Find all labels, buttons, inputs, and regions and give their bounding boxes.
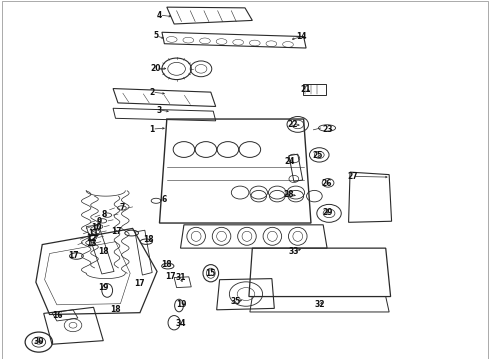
- Text: 18: 18: [110, 305, 121, 314]
- Text: 16: 16: [52, 311, 63, 320]
- Text: 19: 19: [176, 300, 187, 309]
- Text: 30: 30: [33, 337, 44, 346]
- Text: 8: 8: [101, 210, 107, 219]
- Text: 5: 5: [153, 31, 159, 40]
- Text: 15: 15: [206, 269, 216, 278]
- Text: 21: 21: [301, 85, 311, 94]
- Text: 33: 33: [289, 247, 299, 256]
- Text: 22: 22: [288, 120, 298, 129]
- Text: 3: 3: [157, 105, 162, 114]
- Text: 17: 17: [135, 279, 145, 288]
- Text: 29: 29: [323, 208, 333, 217]
- Text: 20: 20: [151, 64, 161, 73]
- Text: 19: 19: [98, 283, 109, 292]
- Text: 17: 17: [68, 251, 78, 260]
- Text: 18: 18: [143, 235, 153, 244]
- Text: 13: 13: [86, 239, 97, 248]
- Text: 34: 34: [175, 319, 186, 328]
- Text: 6: 6: [161, 195, 167, 204]
- Text: 12: 12: [86, 234, 97, 243]
- Text: 27: 27: [347, 172, 358, 181]
- Text: 24: 24: [285, 157, 295, 166]
- Text: 17: 17: [166, 272, 176, 281]
- Text: 18: 18: [98, 247, 109, 256]
- Text: 23: 23: [323, 125, 333, 134]
- Text: 17: 17: [111, 228, 122, 237]
- Text: 4: 4: [157, 10, 162, 19]
- Text: 32: 32: [315, 300, 325, 309]
- Text: 18: 18: [162, 260, 172, 269]
- Text: 31: 31: [175, 273, 186, 282]
- Text: 35: 35: [230, 297, 241, 306]
- Text: 7: 7: [119, 203, 124, 212]
- Text: 26: 26: [322, 179, 332, 188]
- Text: 11: 11: [88, 229, 99, 238]
- Text: 2: 2: [149, 87, 155, 96]
- Bar: [303, 84, 326, 95]
- Text: 10: 10: [91, 223, 101, 232]
- Text: 1: 1: [149, 125, 155, 134]
- Text: 9: 9: [97, 217, 102, 226]
- Text: 14: 14: [296, 32, 307, 41]
- Text: 28: 28: [284, 190, 294, 199]
- Text: 25: 25: [312, 151, 322, 160]
